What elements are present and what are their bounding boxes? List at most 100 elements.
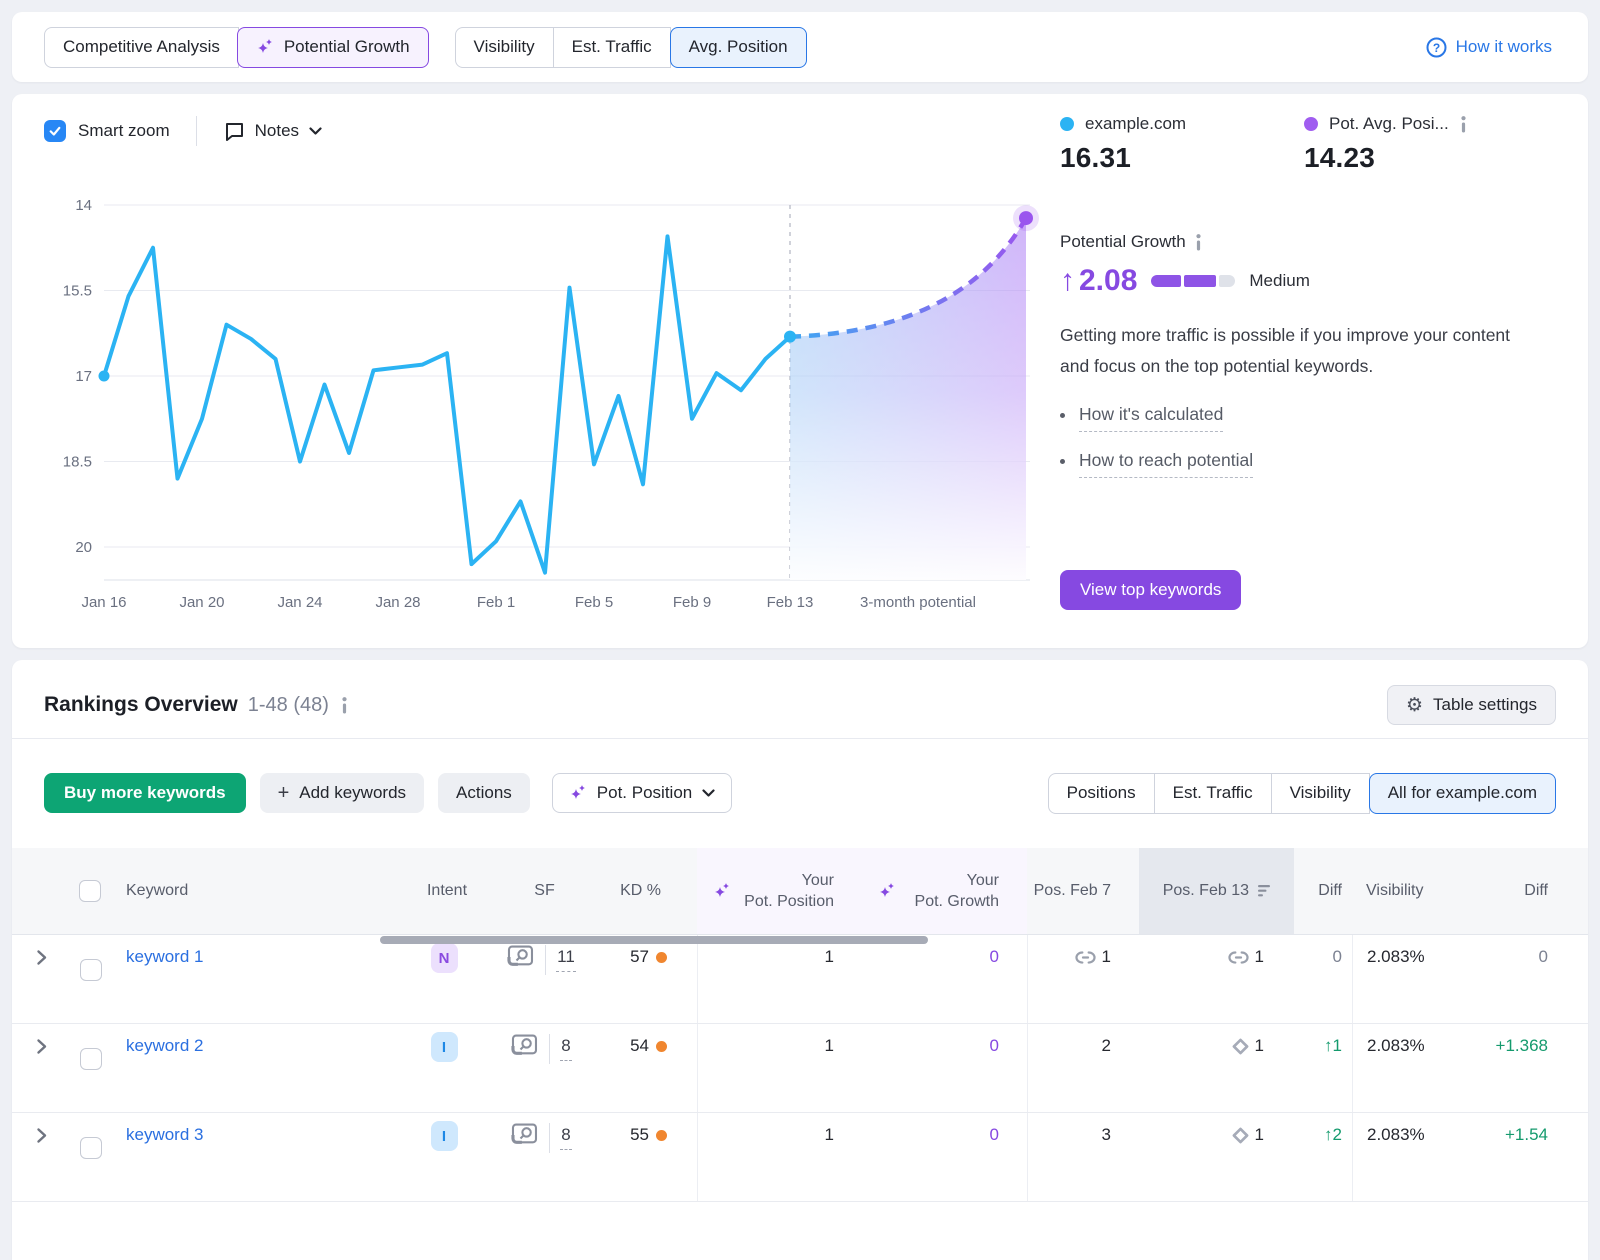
intent-badge[interactable]: N <box>430 943 458 973</box>
col-diff[interactable]: Diff <box>1318 882 1342 899</box>
svg-text:15.5: 15.5 <box>63 283 92 300</box>
col-pos-feb-13[interactable]: Pos. Feb 13 <box>1139 848 1294 934</box>
cell-diff: ↑1 <box>1294 1024 1352 1112</box>
rankings-table: Keyword Intent SF KD % Your Pot. Position… <box>12 848 1588 1202</box>
filter-positions[interactable]: Positions <box>1047 772 1155 814</box>
how-calculated-link[interactable]: How it's calculated <box>1079 404 1224 432</box>
position-value: 2 <box>1101 1036 1111 1055</box>
filter-label: Visibility <box>1289 783 1351 802</box>
row-checkbox[interactable] <box>80 1048 102 1070</box>
info-icon[interactable] <box>1460 115 1467 133</box>
select-all-checkbox-cell <box>68 848 112 934</box>
cell-diff-visibility: +1.368 <box>1496 1024 1588 1112</box>
diff-value: ↑1 <box>1324 1036 1342 1055</box>
cell-pot-position: 1 <box>697 1113 862 1201</box>
legend-name: Pot. Avg. Posi... <box>1329 114 1449 133</box>
row-checkbox[interactable] <box>80 1137 102 1159</box>
sf-count[interactable]: 11 <box>556 945 576 972</box>
tab-visibility[interactable]: Visibility <box>454 26 554 68</box>
row-expander[interactable] <box>12 1113 68 1201</box>
table-row: keyword 2 I 8 54 1 0 2 1 ↑1 2.083% +1.368 <box>12 1024 1588 1113</box>
pot-growth-value[interactable]: 0 <box>989 947 999 966</box>
table-settings-button[interactable]: ⚙ Table settings <box>1387 685 1556 725</box>
row-checkbox-cell <box>68 935 112 1023</box>
kd-wrap: 54 <box>630 1036 667 1056</box>
sf-wrap: 8 <box>511 1034 572 1064</box>
cell-visibility: 2.083% <box>1352 1024 1512 1112</box>
legend-example-com: example.com 16.31 <box>1060 114 1186 174</box>
info-icon[interactable] <box>341 696 348 714</box>
cell-kd: 54 <box>587 1024 697 1112</box>
view-top-keywords-button[interactable]: View top keywords <box>1060 570 1242 610</box>
col-visibility[interactable]: Visibility <box>1366 882 1424 899</box>
cell-diff-visibility: +1.54 <box>1505 1113 1588 1201</box>
pos-wrap: 3 <box>1102 1125 1111 1145</box>
pot-position-dropdown[interactable]: Pot. Position <box>551 773 733 813</box>
rankings-range: 1-48 (48) <box>247 693 329 716</box>
col-pot-growth[interactable]: Your Pot. Growth <box>862 848 1027 934</box>
table-filter-group: Positions Est. Traffic Visibility All fo… <box>1047 772 1556 814</box>
tab-potential-growth[interactable]: Potential Growth <box>236 26 429 68</box>
info-icon[interactable] <box>1195 233 1202 251</box>
tab-est-traffic[interactable]: Est. Traffic <box>552 26 671 68</box>
position-value: 1 <box>1254 1125 1264 1144</box>
kd-difficulty-dot <box>656 951 667 963</box>
keyword-link[interactable]: keyword 3 <box>126 1125 204 1144</box>
avg-position-chart[interactable]: 14 15.5 17 18.5 20 Jan 16 Jan 20 Jan 24 Jan 28 Fe… <box>30 182 1040 627</box>
sf-count[interactable]: 8 <box>560 1034 572 1061</box>
buy-more-keywords-button[interactable]: Buy more keywords <box>44 773 246 813</box>
tab-competitive-analysis[interactable]: Competitive Analysis <box>44 26 239 68</box>
col-keyword[interactable]: Keyword <box>126 882 189 899</box>
table-horizontal-scrollbar[interactable] <box>380 936 928 944</box>
col-kd[interactable]: KD % <box>620 882 661 899</box>
pot-growth-value[interactable]: 0 <box>989 1036 999 1055</box>
tab-avg-position[interactable]: Avg. Position <box>669 26 807 68</box>
row-checkbox-cell <box>68 1113 112 1201</box>
keyword-link[interactable]: keyword 1 <box>126 947 204 966</box>
cell-pos-feb7: 2 <box>1027 1024 1139 1112</box>
pot-position-label: Pot. Position <box>596 783 693 802</box>
position-value: 1 <box>1254 1036 1264 1055</box>
kd-wrap: 55 <box>630 1125 667 1145</box>
chevron-right-icon <box>37 1039 47 1054</box>
intent-badge[interactable]: I <box>430 1032 458 1062</box>
actions-button[interactable]: Actions <box>438 773 530 813</box>
filter-visibility[interactable]: Visibility <box>1270 772 1370 814</box>
pot-growth-value[interactable]: 0 <box>989 1125 999 1144</box>
tab-label: Est. Traffic <box>571 37 652 56</box>
col-pot-position[interactable]: Your Pot. Position <box>697 848 862 934</box>
bullet-dot <box>1060 459 1065 464</box>
filter-est-traffic[interactable]: Est. Traffic <box>1153 772 1272 814</box>
col-intent[interactable]: Intent <box>426 882 468 899</box>
row-expander[interactable] <box>12 1024 68 1112</box>
sf-count[interactable]: 8 <box>560 1123 572 1150</box>
svg-text:Jan 20: Jan 20 <box>179 594 224 611</box>
filter-label: Est. Traffic <box>1172 783 1253 802</box>
rankings-card: Rankings Overview 1-48 (48) ⚙ Table sett… <box>12 660 1588 1260</box>
kd-value: 54 <box>630 1036 649 1055</box>
intent-badge[interactable]: I <box>430 1121 458 1151</box>
sparkles-icon <box>257 39 272 53</box>
legend-dot-blue <box>1060 117 1074 131</box>
filter-all-for-example-com[interactable]: All for example.com <box>1368 772 1556 814</box>
header-expander <box>12 848 68 934</box>
col-diff-visibility[interactable]: Diff <box>1524 882 1548 899</box>
growth-value: ↑ 2.08 <box>1060 264 1138 297</box>
add-keywords-button[interactable]: + Add keywords <box>259 773 425 813</box>
chevron-down-icon <box>702 788 715 797</box>
svg-text:Feb 9: Feb 9 <box>673 594 711 611</box>
how-it-works-link[interactable]: ? How it works <box>1426 37 1552 58</box>
smart-zoom-checkbox[interactable] <box>44 120 66 142</box>
row-expander[interactable] <box>12 935 68 1023</box>
cell-visibility: 2.083% <box>1352 935 1512 1023</box>
divider <box>549 1123 551 1153</box>
row-checkbox[interactable] <box>80 959 102 981</box>
notes-dropdown[interactable]: Notes <box>223 120 322 142</box>
col-sf[interactable]: SF <box>534 882 555 899</box>
col-pos-feb-7[interactable]: Pos. Feb 7 <box>1033 882 1111 899</box>
legend-dot-purple <box>1304 117 1318 131</box>
visibility-value: 2.083% <box>1367 1125 1425 1144</box>
how-reach-potential-link[interactable]: How to reach potential <box>1079 450 1254 478</box>
keyword-link[interactable]: keyword 2 <box>126 1036 204 1055</box>
select-all-checkbox[interactable] <box>79 880 101 902</box>
